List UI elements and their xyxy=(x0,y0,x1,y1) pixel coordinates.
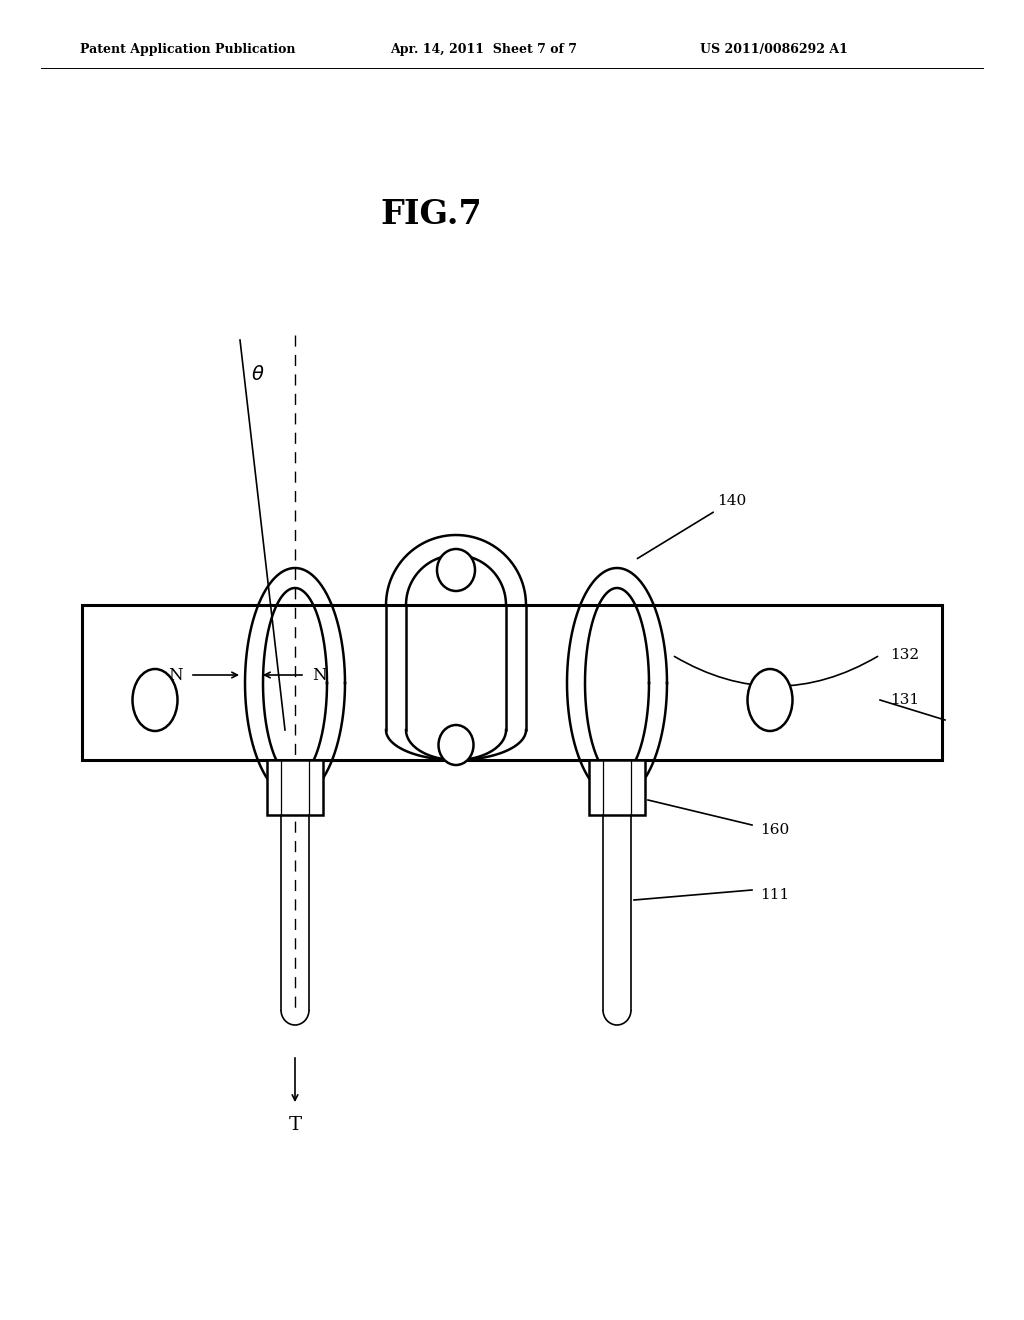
Text: N: N xyxy=(311,667,327,684)
Text: 132: 132 xyxy=(890,648,920,663)
Text: 140: 140 xyxy=(637,494,746,558)
Text: T: T xyxy=(289,1115,301,1134)
Text: Apr. 14, 2011  Sheet 7 of 7: Apr. 14, 2011 Sheet 7 of 7 xyxy=(390,44,577,57)
Text: US 2011/0086292 A1: US 2011/0086292 A1 xyxy=(700,44,848,57)
Ellipse shape xyxy=(132,669,177,731)
Text: 111: 111 xyxy=(760,888,790,902)
Ellipse shape xyxy=(437,549,475,591)
Bar xyxy=(82,605,942,760)
Text: FIG.7: FIG.7 xyxy=(380,198,481,231)
Text: Patent Application Publication: Patent Application Publication xyxy=(80,44,296,57)
Ellipse shape xyxy=(438,725,473,766)
Text: 131: 131 xyxy=(890,693,920,708)
Bar xyxy=(267,760,323,814)
Bar xyxy=(589,760,645,814)
Text: 160: 160 xyxy=(760,822,790,837)
Text: $\theta$: $\theta$ xyxy=(251,366,265,384)
Ellipse shape xyxy=(748,669,793,731)
Text: N: N xyxy=(168,667,182,684)
